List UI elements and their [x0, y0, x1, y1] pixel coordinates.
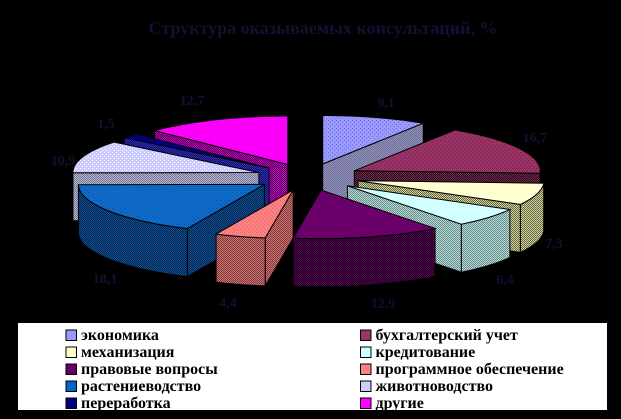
- svg-text:18,1: 18,1: [93, 272, 118, 287]
- svg-text:другие: другие: [376, 395, 424, 412]
- svg-text:1,5: 1,5: [97, 117, 115, 132]
- svg-text:бухгалтерский учет: бухгалтерский учет: [376, 327, 519, 344]
- svg-text:9,1: 9,1: [377, 96, 395, 111]
- svg-text:растениеводство: растениеводство: [81, 378, 201, 395]
- svg-text:10,9: 10,9: [51, 154, 76, 169]
- svg-text:Структура оказываемых консульт: Структура оказываемых консультаций, %: [149, 18, 498, 38]
- svg-text:кредитование: кредитование: [376, 344, 476, 361]
- svg-text:экономика: экономика: [81, 327, 159, 344]
- svg-text:механизация: механизация: [81, 344, 175, 361]
- svg-text:переработка: переработка: [81, 395, 171, 412]
- svg-text:животноводство: животноводство: [376, 378, 493, 395]
- svg-text:7,3: 7,3: [545, 237, 563, 252]
- svg-text:12,9: 12,9: [371, 297, 396, 312]
- svg-text:6,4: 6,4: [496, 273, 514, 288]
- svg-text:12,7: 12,7: [180, 94, 205, 109]
- svg-text:правовые вопросы: правовые вопросы: [81, 361, 218, 378]
- svg-text:программное обеспечение: программное обеспечение: [376, 361, 564, 378]
- svg-text:16,7: 16,7: [523, 131, 548, 146]
- svg-text:4,4: 4,4: [219, 296, 237, 311]
